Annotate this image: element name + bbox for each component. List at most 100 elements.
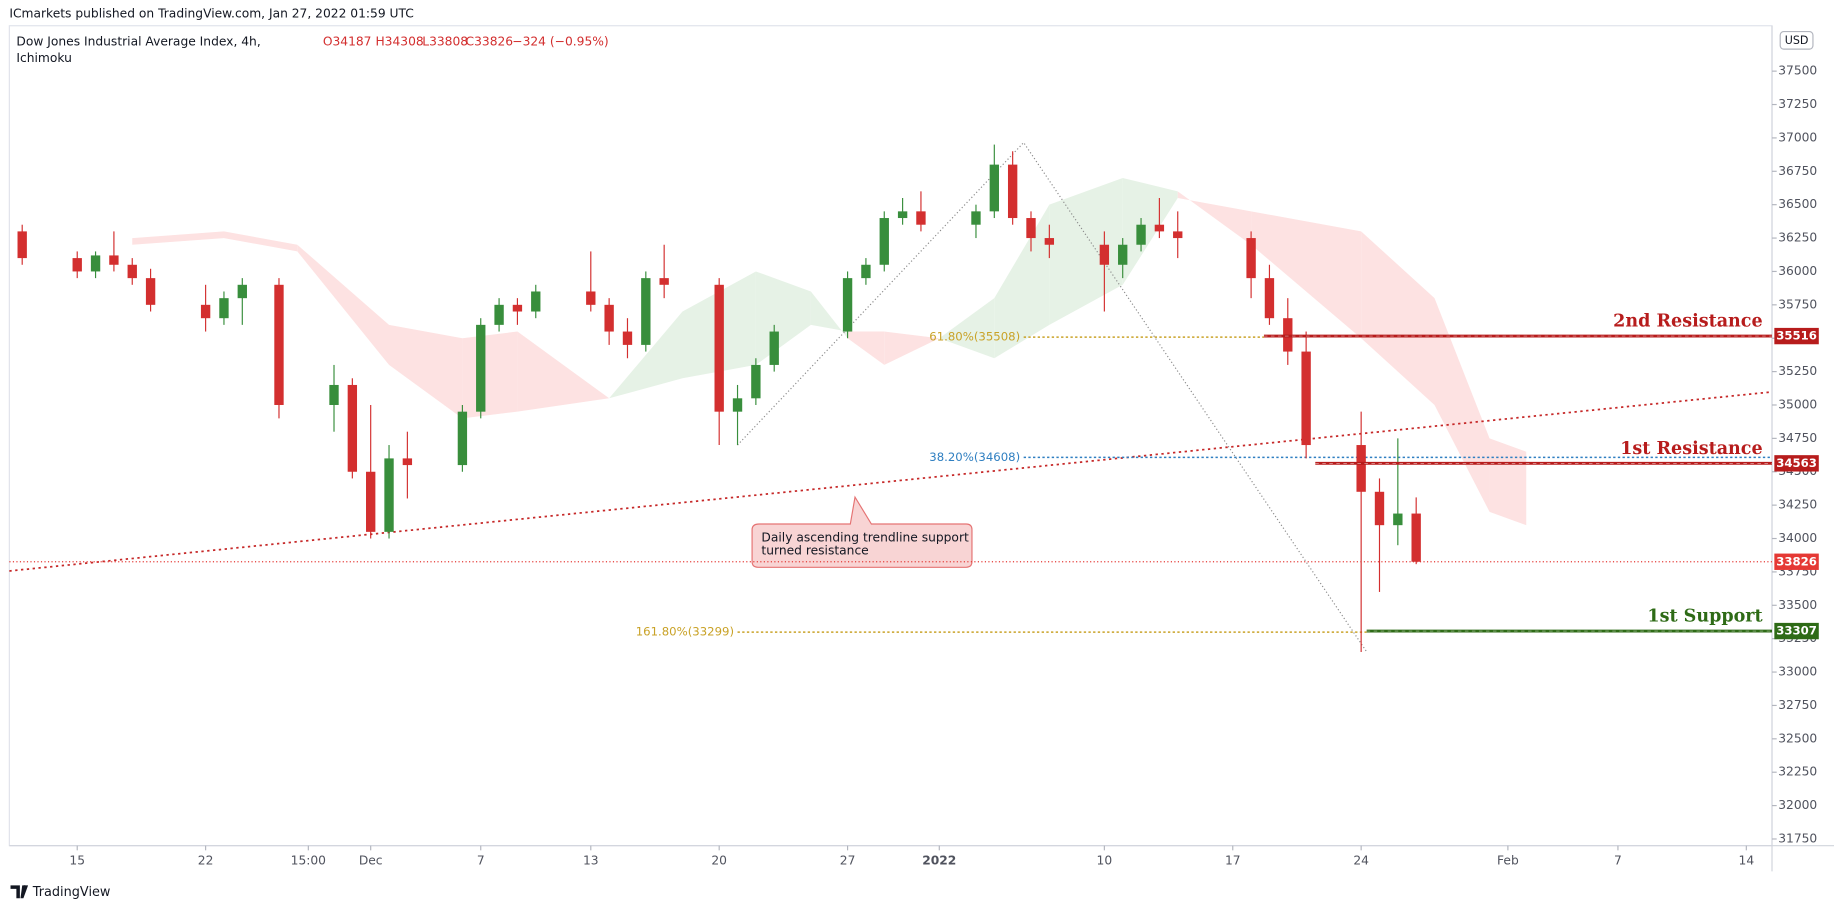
currency-label[interactable]: USD bbox=[1785, 34, 1809, 47]
candle-body bbox=[1246, 238, 1256, 279]
ichimoku-cloud bbox=[223, 231, 298, 252]
ohlc-legend: O34187 H34308 L33808 C33826 −324 (−0.95%… bbox=[323, 35, 609, 49]
candle-body bbox=[402, 458, 413, 466]
candle-body bbox=[732, 398, 743, 412]
candle-body bbox=[1136, 224, 1146, 245]
x-tick-label: 27 bbox=[840, 853, 856, 867]
candle-body bbox=[90, 255, 101, 272]
y-tick-label: 32750 bbox=[1778, 698, 1817, 712]
y-tick-label: 32500 bbox=[1778, 731, 1817, 745]
candle-body bbox=[1264, 278, 1275, 319]
candle-body bbox=[1099, 244, 1110, 265]
price-line-tag bbox=[1774, 553, 1819, 570]
y-tick-label: 34000 bbox=[1778, 531, 1817, 545]
candle-body bbox=[127, 264, 137, 279]
y-tick-label: 33500 bbox=[1778, 598, 1817, 612]
y-tick-label: 35750 bbox=[1778, 297, 1817, 311]
candle-body bbox=[1411, 513, 1421, 562]
ichimoku-cloud bbox=[389, 324, 463, 419]
level-tag bbox=[1774, 622, 1819, 640]
x-tick-label: 7 bbox=[477, 853, 485, 867]
candle-body bbox=[989, 164, 999, 212]
candle-body bbox=[72, 258, 82, 272]
brand-name: TradingView bbox=[32, 885, 111, 900]
x-tick-label: 10 bbox=[1097, 853, 1113, 867]
ichimoku-cloud bbox=[297, 244, 390, 365]
x-tick-label: 2022 bbox=[922, 853, 956, 867]
publisher-line: ICmarkets published on TradingView.com, … bbox=[9, 7, 414, 21]
candle-body bbox=[842, 278, 853, 332]
candle-body bbox=[1007, 164, 1018, 219]
candle-body bbox=[237, 284, 247, 299]
tradingview-logo: TradingView bbox=[10, 885, 111, 900]
candle-body bbox=[200, 304, 211, 319]
y-tick-label: 36000 bbox=[1778, 264, 1817, 278]
chart-layers: 3175032000322503250032750330003325033500… bbox=[9, 64, 1819, 867]
y-tick-label: 34250 bbox=[1778, 498, 1817, 512]
y-tick-label: 36250 bbox=[1778, 231, 1817, 245]
fib-label: 61.80%(35508) bbox=[929, 330, 1020, 344]
y-tick-label: 36500 bbox=[1778, 197, 1817, 211]
price-line-tag-text: 33826 bbox=[1776, 554, 1817, 568]
y-tick-label: 34750 bbox=[1778, 431, 1817, 445]
candle-body bbox=[274, 284, 284, 405]
ohlc-low: L33808 bbox=[422, 35, 468, 49]
callout-line-1: Daily ascending trendline support bbox=[761, 531, 969, 545]
candle-body bbox=[769, 331, 779, 365]
candle-body bbox=[17, 231, 27, 259]
candle-body bbox=[622, 331, 633, 345]
ohlc-change: −324 (−0.95%) bbox=[512, 35, 608, 49]
level-tag bbox=[1774, 327, 1819, 345]
candle-body bbox=[347, 384, 358, 472]
fib-label: 161.80%(33299) bbox=[636, 625, 734, 639]
ichimoku-cloud bbox=[1251, 211, 1362, 339]
level-tag-text: 33307 bbox=[1776, 624, 1817, 638]
level-tag bbox=[1774, 455, 1819, 472]
ichimoku-cloud bbox=[1122, 177, 1178, 285]
level-label: 1st Support bbox=[1647, 607, 1763, 627]
candle-body bbox=[971, 211, 981, 225]
candle-body bbox=[145, 278, 156, 305]
x-tick-label: 24 bbox=[1353, 853, 1369, 867]
y-tick-label: 37500 bbox=[1778, 64, 1817, 78]
ohlc-high: H34308 bbox=[375, 35, 423, 49]
candle-body bbox=[531, 291, 541, 312]
candle-body bbox=[861, 264, 871, 279]
candle-body bbox=[384, 458, 394, 532]
x-tick-label: 20 bbox=[711, 853, 727, 867]
candle-body bbox=[494, 304, 504, 325]
currency-button[interactable] bbox=[1779, 31, 1814, 50]
level-label: 1st Resistance bbox=[1620, 439, 1762, 459]
y-tick-label: 37000 bbox=[1778, 130, 1817, 144]
ichimoku-cloud bbox=[884, 331, 940, 365]
candle-body bbox=[586, 291, 596, 305]
ichimoku-cloud bbox=[1177, 191, 1252, 245]
indicator-name: Ichimoku bbox=[16, 51, 72, 65]
y-tick-label: 37250 bbox=[1778, 97, 1817, 111]
x-tick-label: 15 bbox=[69, 853, 85, 867]
ichimoku-cloud bbox=[462, 331, 518, 419]
candle-body bbox=[1044, 238, 1055, 245]
y-tick-label: 33000 bbox=[1778, 665, 1817, 679]
candle-body bbox=[1154, 224, 1165, 232]
symbol-title: Dow Jones Industrial Average Index, 4h, bbox=[16, 35, 260, 49]
candle-body bbox=[1374, 491, 1385, 526]
ichimoku-cloud bbox=[517, 331, 610, 412]
candle-body bbox=[604, 304, 614, 332]
candle-body bbox=[457, 411, 468, 466]
ichimoku-cloud bbox=[847, 331, 885, 365]
ichimoku-cloud bbox=[939, 298, 995, 359]
x-tick-label: 14 bbox=[1739, 853, 1755, 867]
candle-body bbox=[1026, 218, 1036, 239]
candle-body bbox=[219, 298, 229, 319]
candle-body bbox=[1393, 513, 1403, 526]
ohlc-close: C33826 bbox=[466, 35, 514, 49]
candle-body bbox=[916, 211, 926, 225]
candle-body bbox=[1356, 445, 1366, 492]
fib-path bbox=[737, 141, 1368, 653]
fib-label: 38.20%(34608) bbox=[929, 450, 1020, 464]
x-tick-label: 17 bbox=[1225, 853, 1241, 867]
y-tick-label: 35250 bbox=[1778, 364, 1817, 378]
